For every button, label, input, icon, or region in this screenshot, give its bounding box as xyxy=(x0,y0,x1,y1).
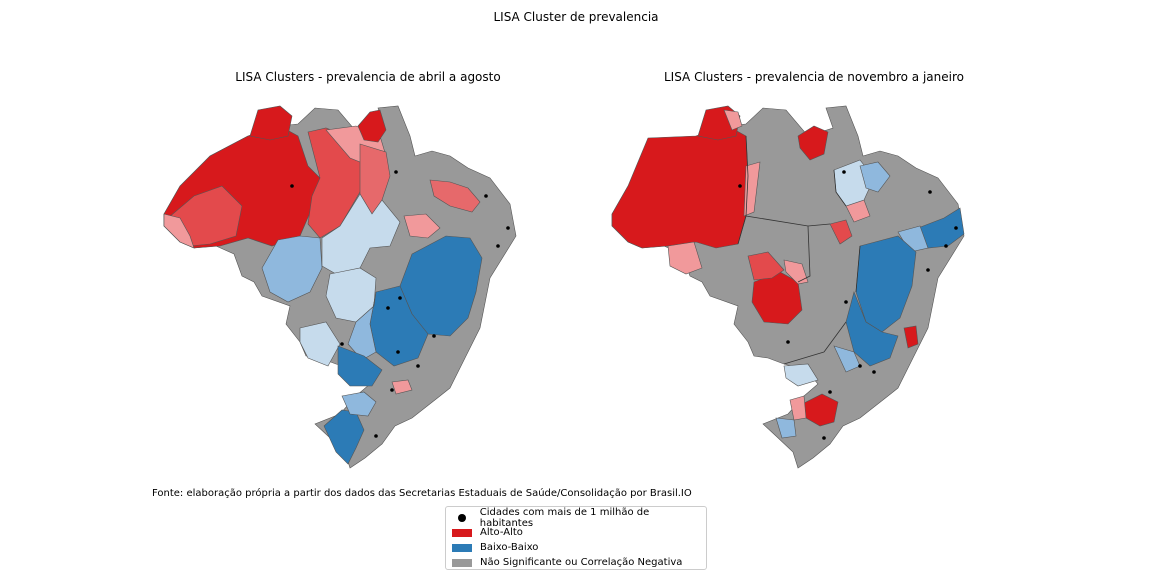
city-marker xyxy=(926,268,930,272)
region-north-light xyxy=(163,213,195,249)
city-marker xyxy=(928,190,932,194)
region-mg-bb-light xyxy=(347,291,377,361)
region-amapa-aa xyxy=(357,109,387,143)
city-marker xyxy=(506,226,510,230)
baixo-baixo-swatch xyxy=(452,543,472,552)
region-south-bb-light xyxy=(783,363,819,387)
region-mt-aa-medium xyxy=(747,251,785,281)
region-center-light-bb xyxy=(321,193,401,275)
city-marker xyxy=(496,244,500,248)
region-mt-aa xyxy=(751,271,803,325)
city-marker xyxy=(844,300,848,304)
city-markers xyxy=(738,170,958,440)
state-border xyxy=(737,135,861,365)
city-marker xyxy=(828,390,832,394)
legend-label: Cidades com mais de 1 milhão de habitant… xyxy=(479,506,650,529)
legend-label: Não Significante ou Correlação Negativa xyxy=(480,557,683,568)
region-sp-bb xyxy=(337,345,383,387)
region-south-bb xyxy=(775,417,797,439)
city-markers xyxy=(290,170,510,438)
city-marker xyxy=(390,388,394,392)
city-marker xyxy=(374,434,378,438)
city-marker xyxy=(484,194,488,198)
region-south-bb xyxy=(323,409,365,465)
region-pi-bb xyxy=(859,161,891,193)
city-marker xyxy=(386,306,390,310)
region-ms-bb xyxy=(299,321,341,367)
region-south-light xyxy=(789,395,807,421)
city-dot-icon xyxy=(458,513,466,522)
legend-item-nao-significante: Não Significante ou Correlação Negativa xyxy=(452,555,700,570)
region-amapa-aa xyxy=(797,125,829,161)
region-mt-bb xyxy=(261,235,323,303)
alto-alto-swatch xyxy=(452,528,472,537)
city-marker xyxy=(396,350,400,354)
city-marker xyxy=(842,170,846,174)
city-marker xyxy=(786,340,790,344)
region-acre-light xyxy=(667,241,703,275)
map-left xyxy=(163,105,517,469)
region-to-aa xyxy=(829,219,853,245)
region-ne-light-aa xyxy=(403,213,441,239)
city-marker xyxy=(872,370,876,374)
legend-label: Baixo-Baixo xyxy=(480,542,539,553)
city-marker xyxy=(432,334,436,338)
city-marker xyxy=(822,436,826,440)
city-marker xyxy=(858,364,862,368)
region-bahia-bb xyxy=(855,235,917,333)
city-marker xyxy=(340,342,344,346)
source-note: Fonte: elaboração própria a partir dos d… xyxy=(152,488,692,499)
city-marker xyxy=(398,296,402,300)
region-ne-coast-aa xyxy=(429,179,481,213)
region-mt-light xyxy=(783,259,809,285)
region-south-light xyxy=(341,391,377,417)
region-roraima-aa xyxy=(249,105,293,141)
region-north-aa xyxy=(611,125,749,249)
city-marker xyxy=(738,184,742,188)
legend: Cidades com mais de 1 milhão de habitant… xyxy=(445,506,707,570)
city-marker xyxy=(944,244,948,248)
city-marker xyxy=(394,170,398,174)
city-marker xyxy=(290,184,294,188)
nao-significante-swatch xyxy=(452,558,472,567)
figure-title: LISA Cluster de prevalencia xyxy=(493,10,659,24)
map-right-title: LISA Clusters - prevalencia de novembro … xyxy=(663,70,964,84)
map-right xyxy=(611,105,965,469)
region-es-aa xyxy=(903,325,919,349)
city-marker xyxy=(416,364,420,368)
legend-item-cidades: Cidades com mais de 1 milhão de habitant… xyxy=(452,507,700,529)
city-marker xyxy=(954,226,958,230)
region-roraima-light xyxy=(723,109,743,131)
legend-item-baixo-baixo: Baixo-Baixo xyxy=(452,540,700,555)
legend-item-alto-alto: Alto-Alto xyxy=(452,525,700,540)
region-mg-bb xyxy=(845,291,899,367)
region-se-coast-aa xyxy=(391,379,413,395)
legend-label: Alto-Alto xyxy=(480,527,523,538)
map-left-title: LISA Clusters - prevalencia de abril a a… xyxy=(235,70,501,84)
